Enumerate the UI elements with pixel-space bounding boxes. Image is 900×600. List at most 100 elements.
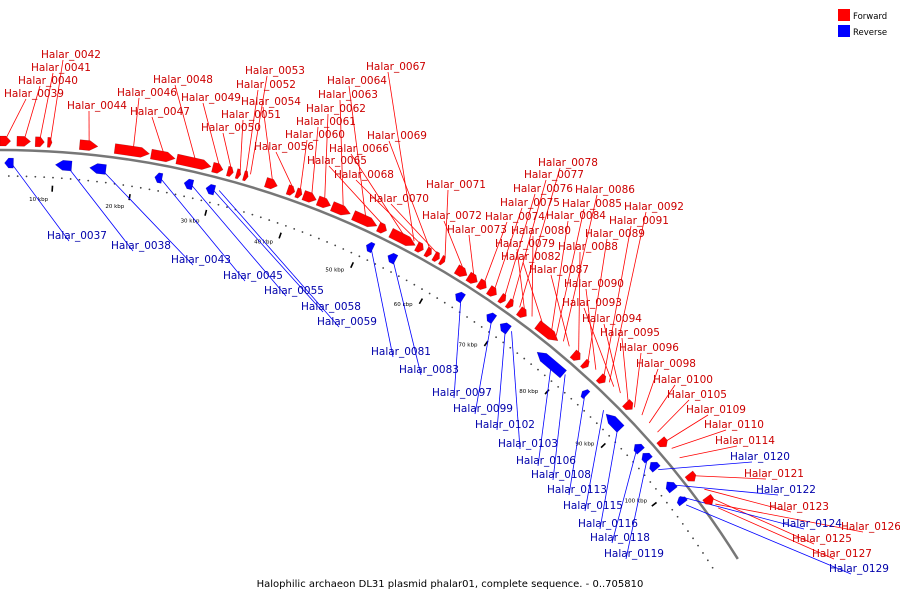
forward-gene-arrow [175,153,212,170]
forward-gene-label: Halar_0071 [426,179,486,191]
scale-dot [570,397,573,400]
label-leader-line [474,317,493,415]
forward-gene-label: Halar_0039 [4,88,64,100]
forward-gene-arrow [350,210,378,228]
scale-major-tick [483,340,489,347]
label-leader-line [151,116,165,154]
scale-major-tick [651,501,658,507]
label-leader-line [537,362,552,467]
forward-gene-label: Halar_0127 [812,548,872,560]
reverse-gene-arrow [605,413,625,433]
scale-dot [509,346,512,349]
label-leader-line [671,429,727,449]
scale-dot [626,454,629,457]
scale-dot [576,403,579,406]
forward-gene-arrow [225,165,234,177]
gene-labels: Halar_0039Halar_0040Halar_0041Halar_0042… [4,49,900,575]
scale-tick-label: 70 kbp [459,343,478,349]
forward-gene-arrow [569,349,581,361]
forward-gene-arrow [684,470,697,482]
label-leader-line [443,220,464,270]
forward-gene-label: Halar_0044 [67,100,127,112]
reverse-gene-label: Halar_0043 [171,254,231,266]
forward-gene-label: Halar_0085 [562,198,622,210]
scale-dot [139,186,142,189]
forward-gene-label: Halar_0105 [667,389,727,401]
reverse-gene-arrow [205,183,217,196]
scale-dot [104,181,107,184]
forward-gene-label: Halar_0089 [585,228,645,240]
scale-dot [334,244,337,247]
reverse-gene-arrow [455,291,467,304]
label-leader-line [611,445,639,544]
scale-dot [183,195,186,198]
forward-gene-label: Halar_0091 [609,215,669,227]
forward-gene-arrow [431,251,440,263]
scale-major-tick [204,209,208,216]
forward-gene-label: Halar_0094 [582,313,642,325]
forward-gene-label: Halar_0046 [117,87,177,99]
label-leader-line [496,326,506,431]
forward-gene-label: Halar_0109 [686,404,746,416]
forward-gene-label: Halar_0095 [600,327,660,339]
forward-gene-arrow [414,241,424,253]
scale-dot [711,566,714,569]
forward-gene-label: Halar_0065 [307,155,367,167]
scale-dot [557,386,560,388]
forward-gene-label: Halar_0050 [201,122,261,134]
scale-dot [301,231,304,233]
label-leader-line [99,167,194,266]
forward-gene-label: Halar_0066 [329,143,389,155]
scale-major-tick [544,389,550,395]
forward-gene-arrow [437,254,446,266]
scale-dot [543,374,546,377]
forward-gene-label: Halar_0070 [369,193,429,205]
reverse-gene-arrow [183,178,195,191]
forward-gene-label: Halar_0042 [41,49,101,61]
reverse-gene-label: Halar_0119 [604,548,664,560]
backbone-arc [0,148,739,560]
reverse-gene-label: Halar_0059 [317,316,377,328]
label-leader-line [239,119,244,172]
reverse-gene-arrow [54,160,73,172]
reverse-gene-label: Halar_0113 [547,484,607,496]
label-leader-line [24,85,41,139]
scale-dot [620,447,623,450]
label-leader-line [468,234,475,277]
forward-gene-label: Halar_0086 [575,184,635,196]
forward-gene-label: Halar_0041 [31,62,91,74]
scale-dot [259,216,262,219]
forward-gene-label: Halar_0096 [619,342,679,354]
scale-dot [191,197,194,200]
label-leader-line [679,445,738,459]
forward-gene-arrow [595,373,607,384]
scale-major-tick [278,232,282,239]
reverse-gene-arrow [641,452,653,464]
label-leader-line [522,261,544,326]
scale-dot [350,251,353,254]
forward-gene-label: Halar_0069 [367,130,427,142]
scale-dot [148,188,151,191]
forward-gene-label: Halar_0076 [513,183,573,195]
forward-gene-arrow [301,190,317,203]
scale-dot [268,219,271,221]
forward-gene-label: Halar_0056 [254,141,314,153]
label-leader-line [350,153,405,237]
forward-gene-label: Halar_0053 [245,65,305,77]
label-leader-line [516,248,526,312]
forward-gene-label: Halar_0114 [715,435,775,447]
label-leader-line [10,161,70,242]
scale-tick-label: 20 kbp [105,204,124,210]
label-leader-line [704,488,792,513]
scale-dot [326,241,328,243]
scale-dot [200,199,203,202]
scale-dot [530,363,533,365]
reverse-gene-arrow [387,252,399,265]
label-leader-line [694,475,767,480]
reverse-gene-arrow [4,157,14,169]
label-leader-line [453,296,462,399]
forward-gene-arrow [504,298,514,309]
scale-tick-label: 30 kbp [181,218,200,224]
legend-label-forward: Forward [853,12,887,22]
reverse-gene-arrow [633,443,645,455]
